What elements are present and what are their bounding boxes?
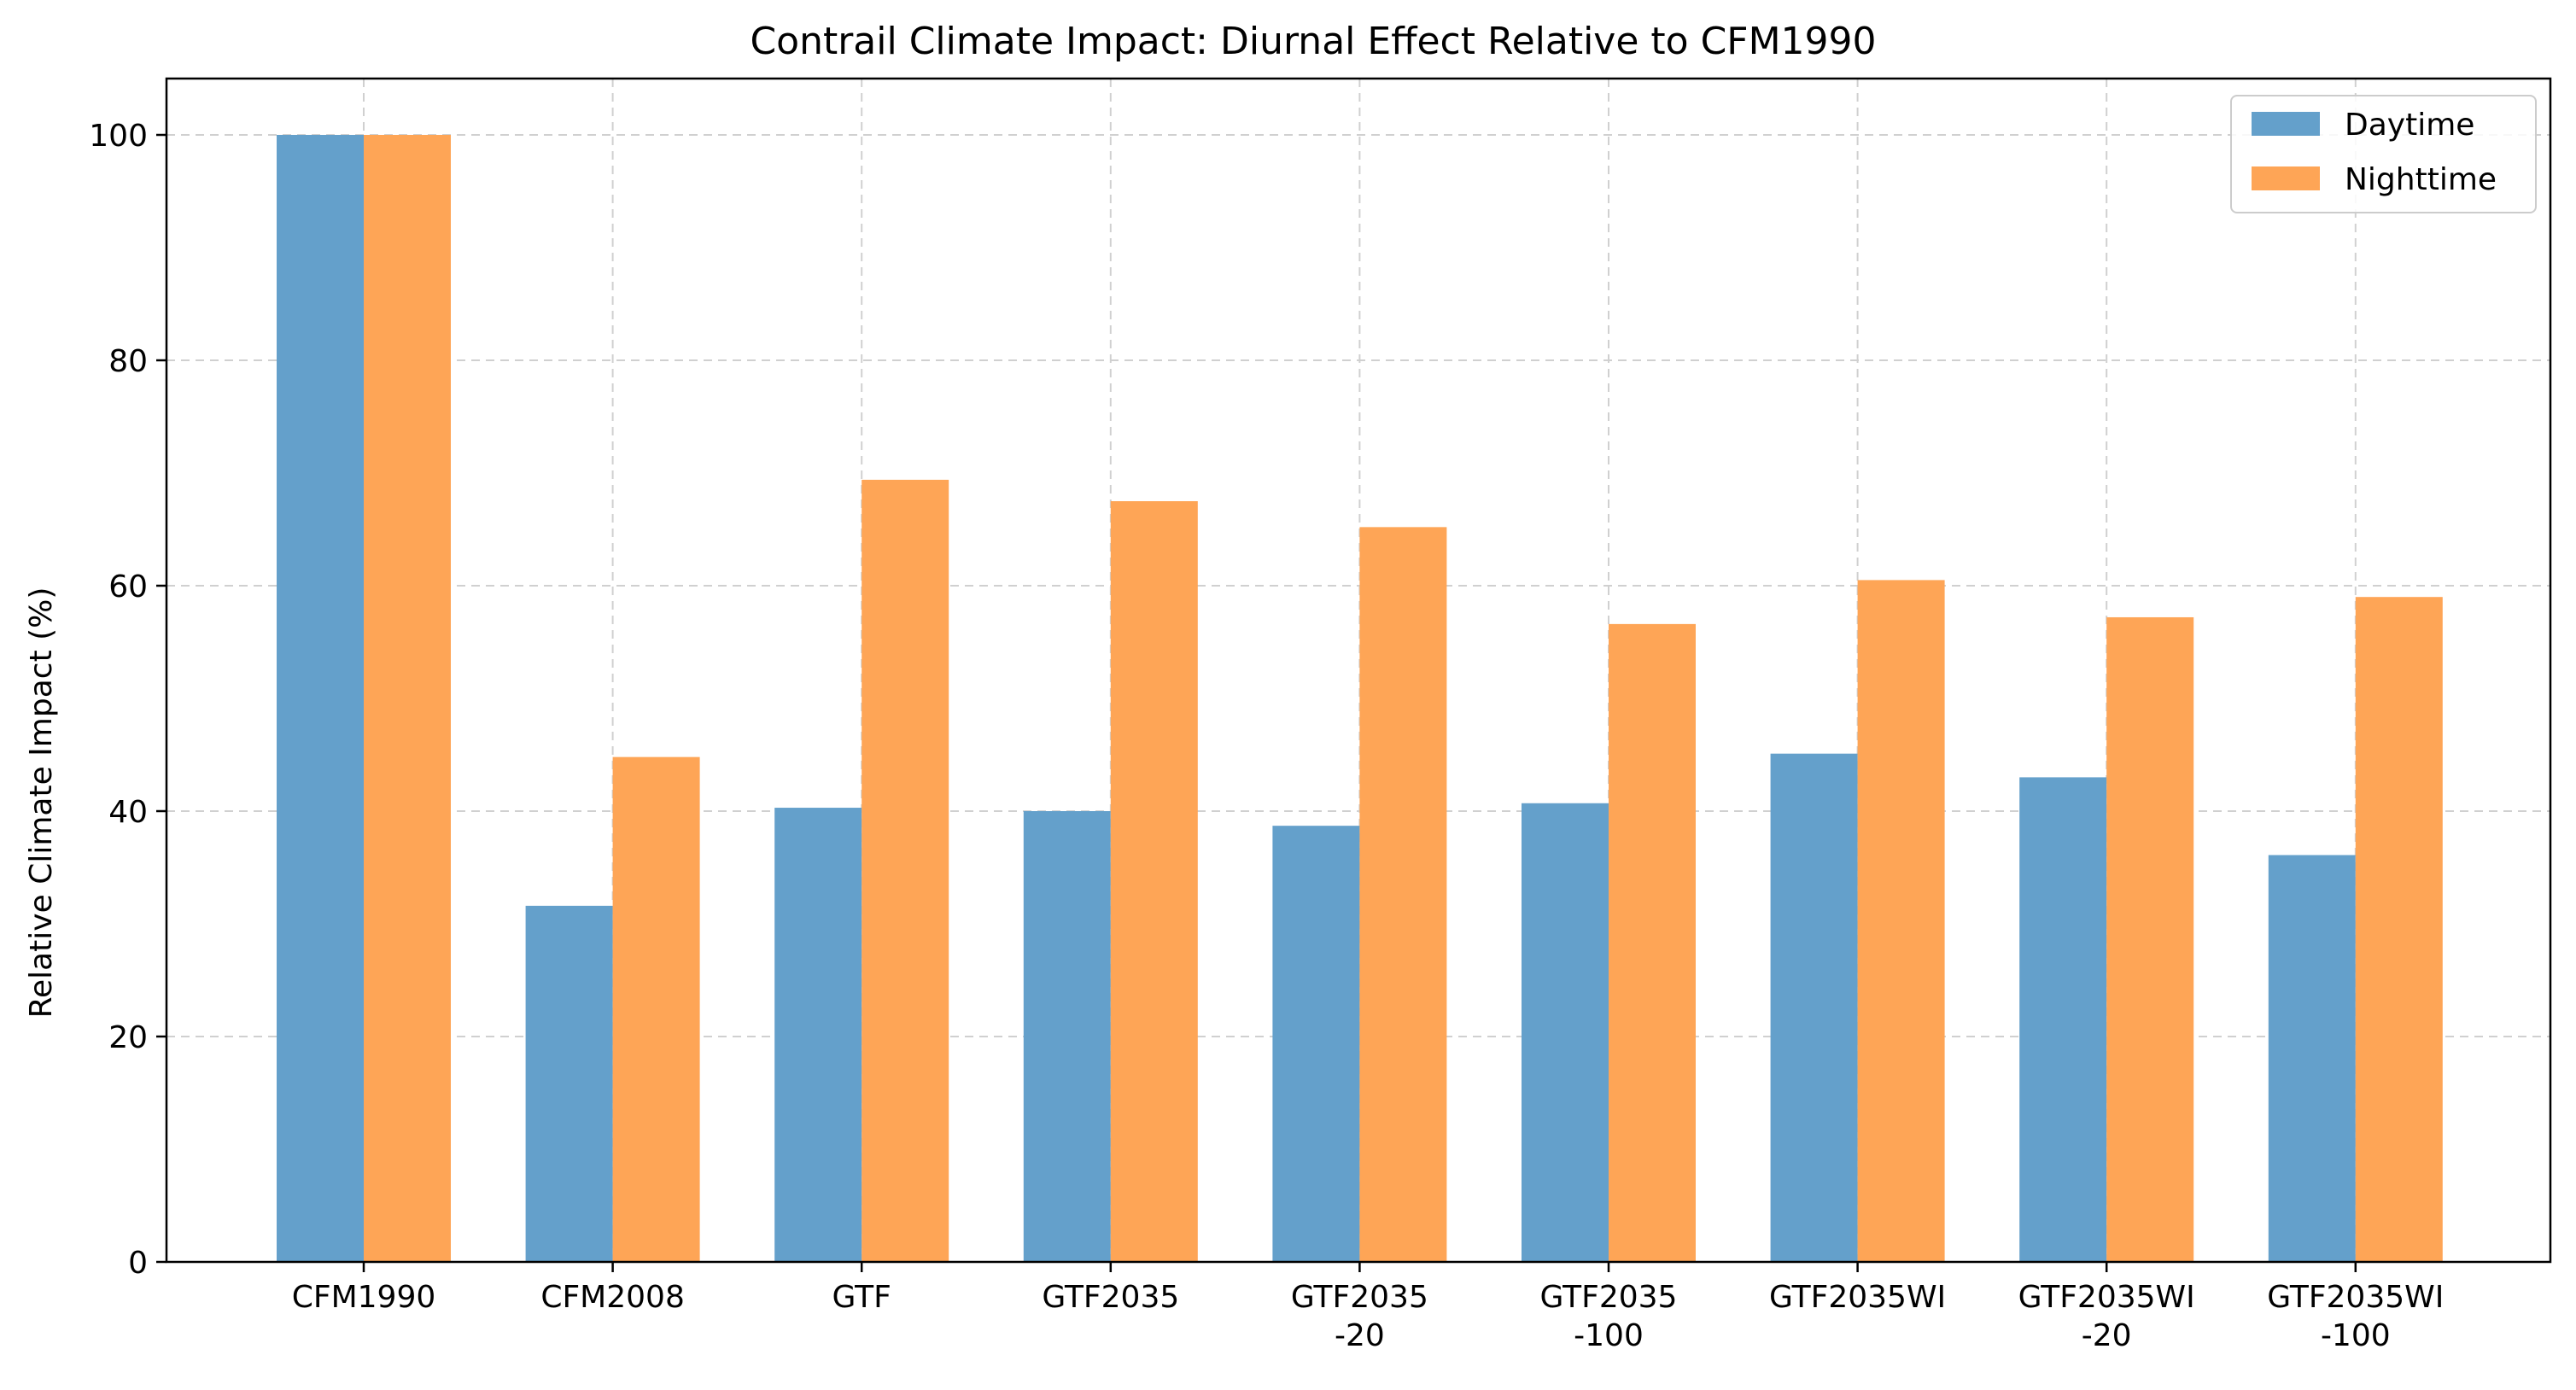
x-axis-ticks: CFM1990 CFM2008 GTF GTF2035 GTF2035 -20 GTF203… bbox=[292, 1262, 2444, 1353]
legend-label-daytime: Daytime bbox=[2345, 108, 2474, 143]
bar-daytime-3 bbox=[1023, 811, 1111, 1262]
x-tick-label-4: GTF2035 -20 bbox=[1291, 1280, 1428, 1353]
legend-label-nighttime: Nighttime bbox=[2345, 162, 2497, 197]
bar-nighttime-5 bbox=[1609, 623, 1696, 1262]
bar-daytime-5 bbox=[1522, 803, 1609, 1262]
y-tick-label-40: 40 bbox=[108, 795, 148, 830]
axes bbox=[165, 77, 2552, 1264]
x-tick-label-1: CFM2008 bbox=[540, 1280, 685, 1315]
y-tick-label-20: 20 bbox=[108, 1020, 148, 1055]
legend: Daytime Nighttime bbox=[2230, 95, 2537, 213]
legend-swatch-daytime bbox=[2252, 112, 2320, 136]
bar-nighttime-8 bbox=[2355, 597, 2443, 1262]
bar-nighttime-2 bbox=[862, 479, 949, 1262]
bar-nighttime-0 bbox=[364, 135, 451, 1262]
bars bbox=[277, 135, 2443, 1262]
plot-frame bbox=[165, 77, 2552, 1264]
bar-daytime-4 bbox=[1272, 826, 1360, 1262]
bar-nighttime-6 bbox=[1857, 580, 1945, 1262]
x-tick-label-8: GTF2035WI -100 bbox=[2267, 1280, 2444, 1353]
y-tick-label-100: 100 bbox=[89, 119, 148, 154]
x-tick-label-5: GTF2035 -100 bbox=[1540, 1280, 1678, 1353]
bar-nighttime-3 bbox=[1110, 501, 1198, 1262]
x-tick-label-3: GTF2035 bbox=[1042, 1280, 1179, 1315]
bar-daytime-2 bbox=[774, 808, 862, 1262]
y-axis-label: Relative Climate Impact (%) bbox=[24, 587, 59, 1019]
bar-daytime-6 bbox=[1770, 753, 1858, 1262]
bar-nighttime-4 bbox=[1359, 527, 1447, 1262]
x-tick-label-7: GTF2035WI -20 bbox=[2018, 1280, 2195, 1353]
bar-nighttime-7 bbox=[2106, 616, 2194, 1262]
x-tick-label-2: GTF bbox=[832, 1280, 891, 1315]
x-tick-label-0: CFM1990 bbox=[292, 1280, 436, 1315]
y-tick-label-0: 0 bbox=[128, 1246, 148, 1281]
y-tick-label-80: 80 bbox=[108, 344, 148, 379]
grid-lines bbox=[166, 79, 2550, 1262]
y-axis-ticks: 0 20 40 60 80 100 bbox=[89, 119, 166, 1281]
y-tick-label-60: 60 bbox=[108, 569, 148, 604]
bar-daytime-0 bbox=[277, 135, 364, 1262]
bar-daytime-7 bbox=[2019, 777, 2107, 1262]
bar-nighttime-1 bbox=[612, 756, 700, 1262]
bar-daytime-8 bbox=[2268, 855, 2356, 1262]
legend-swatch-nighttime bbox=[2252, 166, 2320, 190]
x-tick-label-6: GTF2035WI bbox=[1769, 1280, 1946, 1315]
bar-daytime-1 bbox=[525, 905, 613, 1262]
chart-title: Contrail Climate Impact: Diurnal Effect … bbox=[750, 20, 1876, 63]
